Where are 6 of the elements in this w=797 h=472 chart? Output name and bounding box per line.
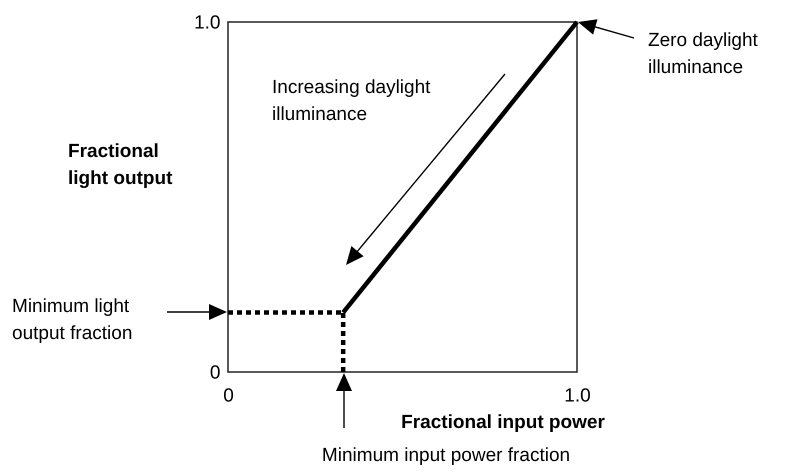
- x-axis-title: Fractional input power: [401, 412, 606, 433]
- text: Zero daylight illuminance: [648, 30, 759, 78]
- annotation: Increasing daylight illuminance: [272, 77, 432, 125]
- text: Minimum light output fraction: [12, 296, 132, 344]
- y-axis-title: Fractional light output: [68, 141, 174, 189]
- text: Minimum input power fraction: [322, 445, 570, 466]
